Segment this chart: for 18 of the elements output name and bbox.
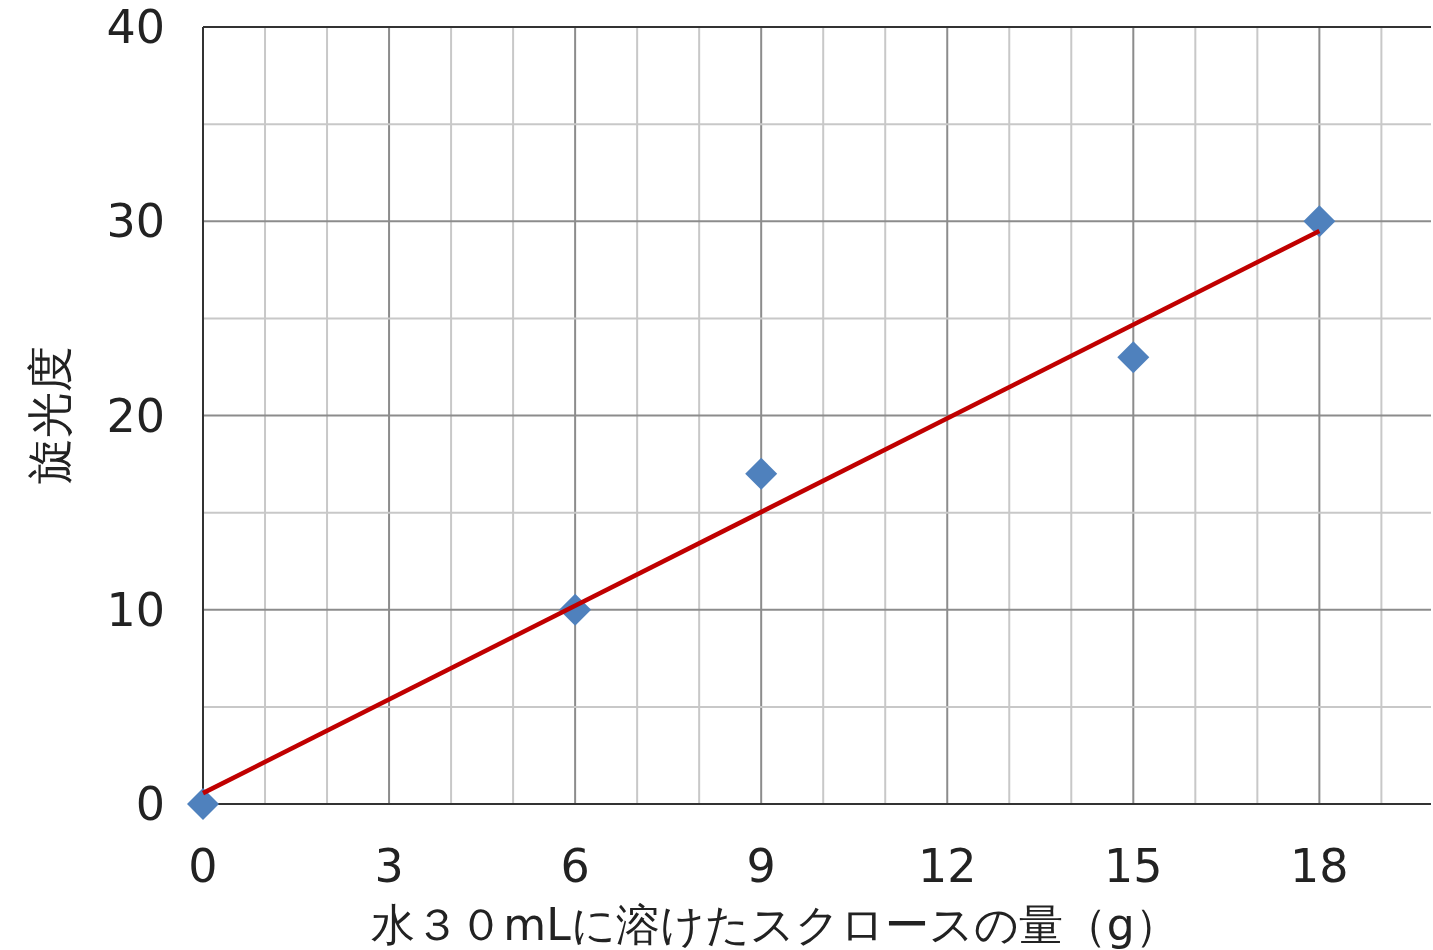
y-tick-label: 10 bbox=[106, 582, 165, 637]
x-tick-label: 6 bbox=[560, 839, 590, 893]
x-tick-label: 9 bbox=[746, 839, 776, 893]
y-axis-title: 旋光度 bbox=[23, 346, 77, 484]
point bbox=[1117, 341, 1150, 374]
x-tick-label: 18 bbox=[1290, 839, 1349, 893]
x-axis-title: 水３０mLに溶けたスクロースの量（g） bbox=[371, 899, 1179, 950]
y-tick-label: 20 bbox=[106, 388, 165, 443]
x-tick-label: 12 bbox=[917, 839, 977, 893]
point bbox=[745, 457, 778, 490]
x-tick-label: 15 bbox=[1104, 839, 1163, 893]
x-tick-label: 3 bbox=[374, 839, 404, 893]
y-tick-label: 40 bbox=[106, 0, 165, 54]
x-tick-label: 0 bbox=[188, 839, 218, 893]
y-tick-label: 30 bbox=[106, 194, 165, 249]
point bbox=[187, 788, 219, 820]
y-tick-label: 0 bbox=[135, 777, 165, 831]
point bbox=[1303, 205, 1336, 238]
